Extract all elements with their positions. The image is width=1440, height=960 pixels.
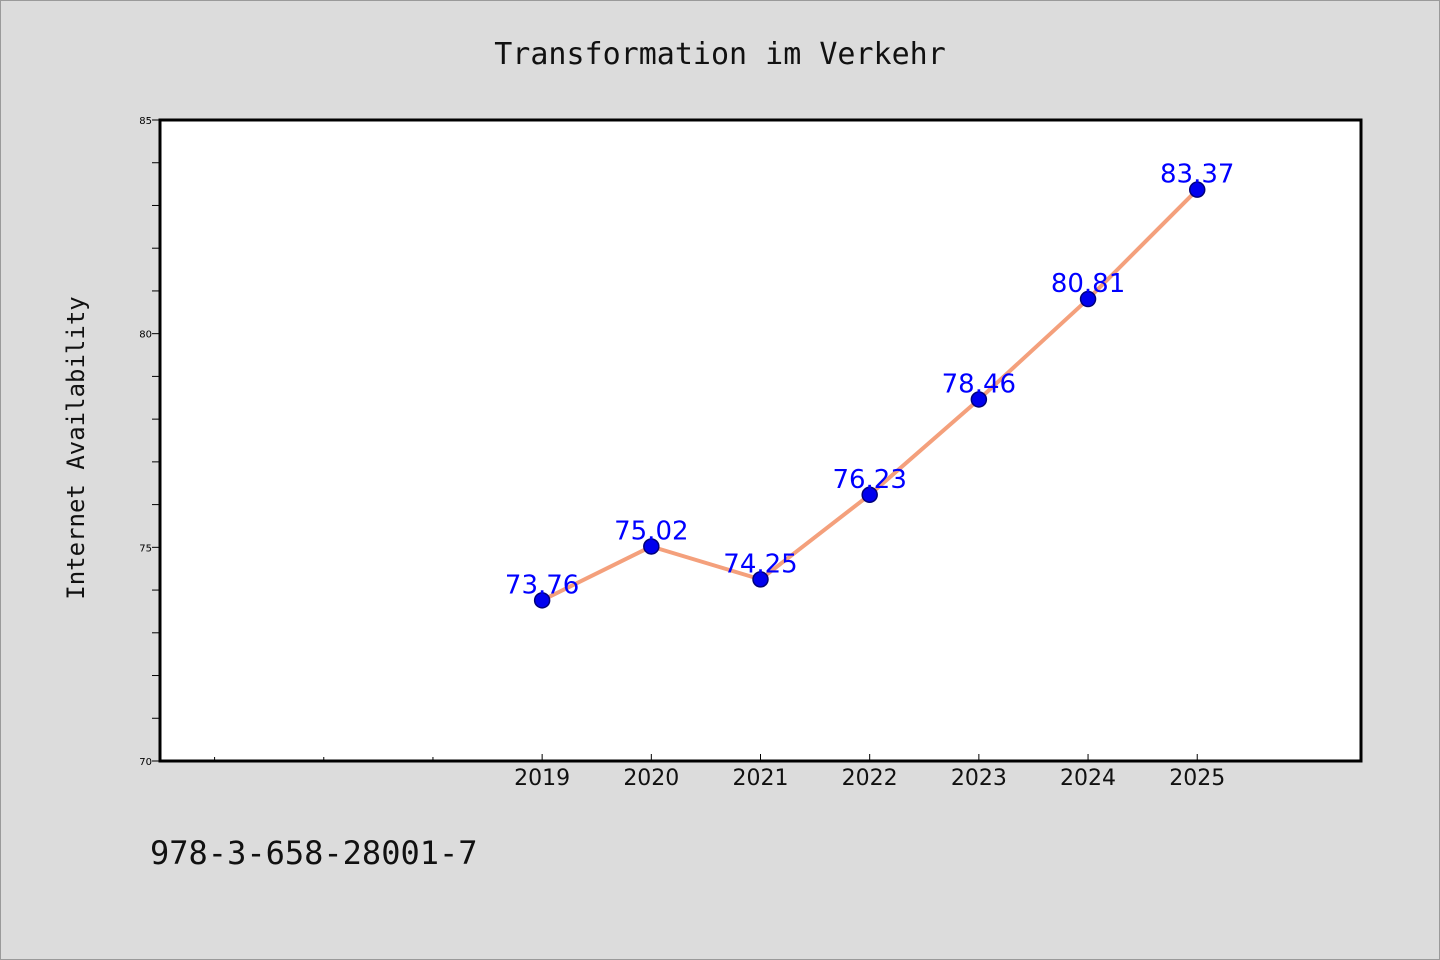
- isbn-text: 978-3-658-28001-7: [150, 834, 478, 872]
- data-point: [1079, 290, 1097, 308]
- y-tick-label: 75: [139, 543, 152, 554]
- chart-title: Transformation im Verkehr: [494, 37, 946, 72]
- data-point: [970, 391, 988, 408]
- y-tick-label: 80: [139, 330, 152, 341]
- y-tick-label: 85: [139, 116, 152, 127]
- x-tick-label: 2024: [1060, 766, 1116, 791]
- data-label: 75.02: [614, 516, 688, 546]
- x-tick-label: 2020: [623, 766, 679, 791]
- x-tick-label: 2022: [842, 766, 898, 791]
- data-point: [533, 592, 551, 609]
- data-label: 83.37: [1160, 160, 1234, 190]
- x-tick-label: 2019: [514, 766, 570, 791]
- x-tick-label: 2025: [1169, 766, 1225, 791]
- data-point: [752, 571, 769, 588]
- data-point: [1188, 181, 1206, 198]
- x-tick-label: 2023: [951, 766, 1007, 791]
- data-point: [861, 486, 878, 504]
- data-labels: 73.76 75.02 74.25 76.23 78.46 80.81 83.37: [505, 160, 1235, 601]
- x-tick-label: 2021: [733, 766, 789, 791]
- data-point: [643, 538, 660, 555]
- y-tick-label: 70: [139, 757, 152, 768]
- y-axis-label: Internet Availability: [62, 296, 90, 599]
- x-axis-ticks: 2019 2020 2021 2022 2023 2024 2025: [214, 754, 1225, 791]
- plot-area: [158, 118, 1363, 763]
- y-axis-ticks: 70 75 80 85: [139, 116, 160, 768]
- series-layer: [533, 181, 1206, 609]
- data-label: 80.81: [1051, 269, 1125, 299]
- data-label: 74.25: [723, 549, 797, 579]
- data-label: 76.23: [832, 465, 906, 495]
- data-label: 78.46: [942, 369, 1016, 399]
- data-label: 73.76: [505, 570, 579, 600]
